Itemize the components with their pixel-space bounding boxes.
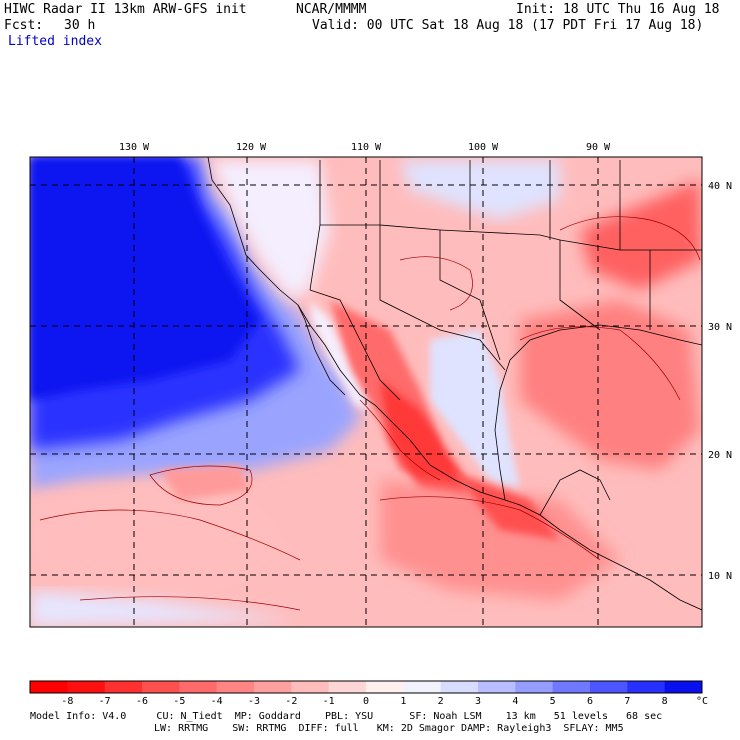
lat-lon-grid (30, 157, 702, 627)
colorbar-segment (30, 681, 68, 693)
colorbar-segment (515, 681, 554, 693)
colorbar-segment (67, 681, 106, 693)
colorbar-segment (403, 681, 442, 693)
colorbar-unit: °C (695, 696, 709, 707)
lon-label-100w: 100 W (468, 142, 499, 153)
colorbar-segment (254, 681, 292, 693)
colorbar-tick-label: -6 (135, 696, 149, 707)
colorbar-tick-label: -1 (322, 696, 335, 707)
colorbar-segment (328, 681, 367, 693)
colorbar-frame (29, 680, 703, 694)
lat-label-40n: 40 N (708, 181, 732, 192)
colorbar-segment (627, 681, 666, 693)
forecast-label: Fcst: (4, 18, 44, 33)
lon-label-90w: 90 W (586, 142, 611, 153)
colorbar-tick-label: -7 (98, 696, 111, 707)
colorbar-tick-label: 2 (437, 696, 444, 707)
init-time: Init: 18 UTC Thu 16 Aug 18 (516, 2, 720, 17)
colorbar-tick-label: 6 (586, 696, 594, 707)
colorbar-tick-label: 1 (400, 696, 407, 707)
colorbar-tick-label: 3 (474, 696, 482, 707)
lat-label-10n: 10 N (708, 571, 732, 582)
valid-time: Valid: 00 UTC Sat 18 Aug 18 (17 PDT Fri … (312, 18, 704, 33)
lon-label-120w: 120 W (236, 142, 267, 153)
colorbar-segment (179, 681, 218, 693)
colorbar-tick-label: 5 (549, 696, 556, 707)
colorbar-segment (216, 681, 255, 693)
colorbar (29, 680, 703, 694)
lon-label-130w: 130 W (119, 142, 150, 153)
model-title: HIWC Radar II 13km ARW-GFS init (4, 2, 247, 17)
colorbar-segment (590, 681, 628, 693)
lat-label-30n: 30 N (708, 322, 732, 333)
colorbar-tick-label: -5 (173, 696, 186, 707)
colorbar-tick-label: -4 (210, 696, 223, 707)
physics-info-line: LW: RRTMG SW: RRTMG DIFF: full KM: 2D Sm… (154, 723, 624, 734)
colorbar-tick-label: -3 (247, 696, 261, 707)
colorbar-tick-label: 8 (661, 696, 668, 707)
colorbar-tick-label: -2 (285, 696, 298, 707)
colorbar-tick-label: 4 (512, 696, 519, 707)
colorbar-segment (552, 681, 591, 693)
map-frame (29, 156, 703, 628)
field-name: Lifted index (8, 34, 102, 49)
contours (39, 216, 701, 611)
colorbar-segment (664, 681, 703, 693)
colorbar-segment (104, 681, 143, 693)
colorbar-tick-label: 7 (624, 696, 631, 707)
colorbar-segment (291, 681, 330, 693)
colorbar-tick-label: -8 (61, 696, 74, 707)
colorbar-segment (366, 681, 404, 693)
organization: NCAR/MMMM (296, 2, 367, 17)
forecast-hour: 30 h (64, 18, 96, 33)
coastlines (207, 157, 702, 611)
colorbar-segment (478, 681, 516, 693)
colorbar-segment (440, 681, 479, 693)
lon-label-110w: 110 W (351, 142, 382, 153)
model-info-line: Model Info: V4.0 CU: N_Tiedt MP: Goddard… (30, 711, 663, 722)
lat-label-20n: 20 N (708, 450, 732, 461)
colorbar-segment (142, 681, 180, 693)
colorbar-tick-label: 0 (362, 696, 370, 707)
